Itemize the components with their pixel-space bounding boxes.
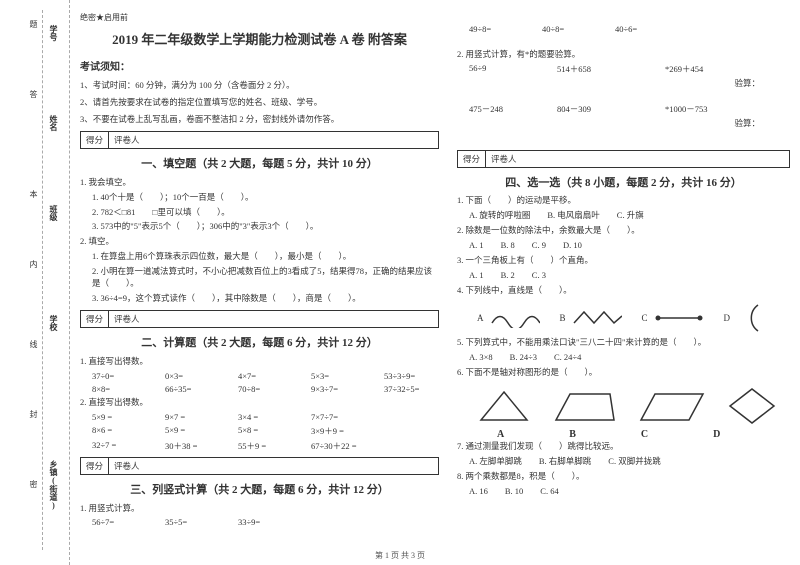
score-cell: 评卷人: [109, 458, 145, 474]
gutter-label: 乡镇(街道): [48, 460, 59, 510]
equation-row: 32÷7 =30＋38 =55＋9 =67÷30＋22 =: [80, 440, 439, 452]
equation-row: 37÷0=0×3=4×7=5×3=53÷3÷9=: [80, 371, 439, 381]
score-cell: 得分: [81, 458, 109, 474]
diamond-icon: [727, 386, 777, 426]
triangle-icon: [477, 388, 532, 424]
question: 7. 通过测量我们发现（ ）跳得比较远。: [457, 441, 790, 453]
option-label: A: [497, 429, 504, 440]
section-title: 四、选一选（共 8 小题，每题 2 分，共计 16 分）: [457, 174, 790, 190]
gutter-label: 姓名: [48, 115, 59, 131]
score-cell: 评卷人: [486, 151, 522, 167]
rule: 1、考试时间：60 分钟，满分为 100 分（含卷面分 2 分）。: [80, 79, 439, 92]
gutter-label: 学号: [48, 25, 59, 41]
subquestion: 1. 在算盘上用6个算珠表示四位数，最大是（ ），最小是（ ）。: [80, 251, 439, 263]
subquestion: 2. 782＜□81 □里可以填（ ）。: [80, 207, 439, 219]
wavy-line-icon: [490, 308, 540, 328]
section-title: 一、填空题（共 2 大题，每题 5 分，共计 10 分）: [80, 155, 439, 171]
verify-label: 验算：: [457, 118, 790, 130]
question: 1. 我会填空。: [80, 177, 439, 189]
options: A. 左脚单脚跳 B. 右脚单脚跳 C. 双脚并拢跳: [457, 456, 790, 468]
question: 5. 下列算式中，不能用乘法口诀"三八二十四"来计算的是（ ）。: [457, 337, 790, 349]
seal-label: 线: [28, 340, 39, 348]
option-label: B: [569, 429, 576, 440]
line-options: A B C D: [457, 303, 790, 333]
question: 6. 下面不是轴对称图形的是（ ）。: [457, 367, 790, 379]
option-label: D: [713, 429, 720, 440]
question: 2. 用竖式计算，有*的题要验算。: [457, 49, 790, 61]
secrecy-bar: 绝密★启用前: [80, 12, 439, 23]
options: A. 16 B. 10 C. 64: [457, 486, 790, 498]
equation-row: 49÷8=40÷8=40÷6=: [457, 24, 790, 34]
options: A. 1 B. 2 C. 3: [457, 270, 790, 282]
binding-gutter: 学号 姓名 班级 学校 乡镇(街道) 题 答 本 内 线 封 密: [0, 0, 70, 565]
question: 1. 下面（ ）的运动是平移。: [457, 195, 790, 207]
shape-options: [457, 386, 790, 426]
gutter-label: 班级: [48, 205, 59, 221]
left-column: 绝密★启用前 2019 年二年级数学上学期能力检测试卷 A 卷 附答案 考试须知…: [80, 12, 439, 547]
score-cell: 评卷人: [109, 132, 145, 148]
option-label: A: [477, 313, 484, 323]
straight-line-icon: [654, 308, 704, 328]
equation-row: 8×8=66÷35=70÷8=9×3÷7=37÷32÷5=: [80, 384, 439, 394]
equation-row: 8×6 =5×9 =5×8 =3×9＋9 =: [80, 425, 439, 437]
option-label: C: [642, 313, 648, 323]
score-cell: 得分: [81, 132, 109, 148]
subquestion: 1. 40个十是（ ）；10个一百是（ ）。: [80, 192, 439, 204]
seal-label: 本: [28, 190, 39, 198]
paper-title: 2019 年二年级数学上学期能力检测试卷 A 卷 附答案: [80, 29, 439, 48]
score-box: 得分 评卷人: [80, 131, 439, 149]
question: 4. 下列线中，直线是（ ）。: [457, 285, 790, 297]
option-label: D: [724, 313, 731, 323]
seal-label: 封: [28, 410, 39, 418]
verify-label: 验算：: [457, 78, 790, 90]
subquestion: 3. 36÷4=9，这个算式读作（ ），其中除数是（ ），商是（ ）。: [80, 293, 439, 305]
score-cell: 得分: [458, 151, 486, 167]
equation-row: 56÷7=35÷5=33÷9=: [80, 517, 439, 527]
score-box: 得分 评卷人: [80, 310, 439, 328]
page-footer: 第 1 页 共 3 页: [0, 550, 800, 561]
option-label: C: [641, 429, 648, 440]
trapezoid-icon: [552, 388, 617, 424]
notice-heading: 考试须知：: [80, 58, 439, 73]
seal-label: 密: [28, 480, 39, 488]
seal-label: 题: [28, 20, 39, 28]
question: 1. 直接写出得数。: [80, 356, 439, 368]
question: 8. 两个乘数都是8，积是（ ）。: [457, 471, 790, 483]
rule: 2、请首先按要求在试卷的指定位置填写您的姓名、班级、学号。: [80, 96, 439, 109]
score-box: 得分 评卷人: [80, 457, 439, 475]
seal-label: 内: [28, 260, 39, 268]
gutter-label: 学校: [48, 315, 59, 331]
question: 3. 一个三角板上有（ ）个直角。: [457, 255, 790, 267]
zigzag-line-icon: [572, 308, 622, 328]
score-box: 得分 评卷人: [457, 150, 790, 168]
options: A. 1 B. 8 C. 9 D. 10: [457, 240, 790, 252]
section-title: 三、列竖式计算（共 2 大题，每题 6 分，共计 12 分）: [80, 481, 439, 497]
question: 2. 填空。: [80, 236, 439, 248]
question: 1. 用竖式计算。: [80, 503, 439, 515]
section-title: 二、计算题（共 2 大题，每题 6 分，共计 12 分）: [80, 334, 439, 350]
equation-row: 475－248804－309*1000－753: [457, 103, 790, 115]
options: A. 3×8 B. 24÷3 C. 24÷4: [457, 352, 790, 364]
right-column: 49÷8=40÷8=40÷6= 2. 用竖式计算，有*的题要验算。 56÷951…: [457, 12, 790, 547]
question: 2. 除数是一位数的除法中，余数最大是（ ）。: [457, 225, 790, 237]
equation-row: 56÷9514＋658*269＋454: [457, 63, 790, 75]
seal-label: 答: [28, 90, 39, 98]
subquestion: 3. 573中的"5"表示5个（ ）；306中的"3"表示3个（ ）。: [80, 221, 439, 233]
score-cell: 得分: [81, 311, 109, 327]
score-cell: 评卷人: [109, 311, 145, 327]
shape-labels: A B C D: [457, 429, 790, 440]
arc-line-icon: [736, 303, 762, 333]
equation-row: 5×9 =9×7 =3×4 =7×7÷7=: [80, 412, 439, 422]
rule: 3、不要在试卷上乱写乱画，卷面不整洁扣 2 分，密封线外请勿作答。: [80, 113, 439, 126]
content-area: 绝密★启用前 2019 年二年级数学上学期能力检测试卷 A 卷 附答案 考试须知…: [70, 0, 800, 565]
subquestion: 2. 小明在算一道减法算式时，不小心把减数百位上的3看成了5，结果得78，正确的…: [80, 266, 439, 290]
options: A. 旋转的呼啦圈 B. 电风扇扇叶 C. 升旗: [457, 210, 790, 222]
parallelogram-icon: [637, 388, 707, 424]
option-label: B: [560, 313, 566, 323]
question: 2. 直接写出得数。: [80, 397, 439, 409]
